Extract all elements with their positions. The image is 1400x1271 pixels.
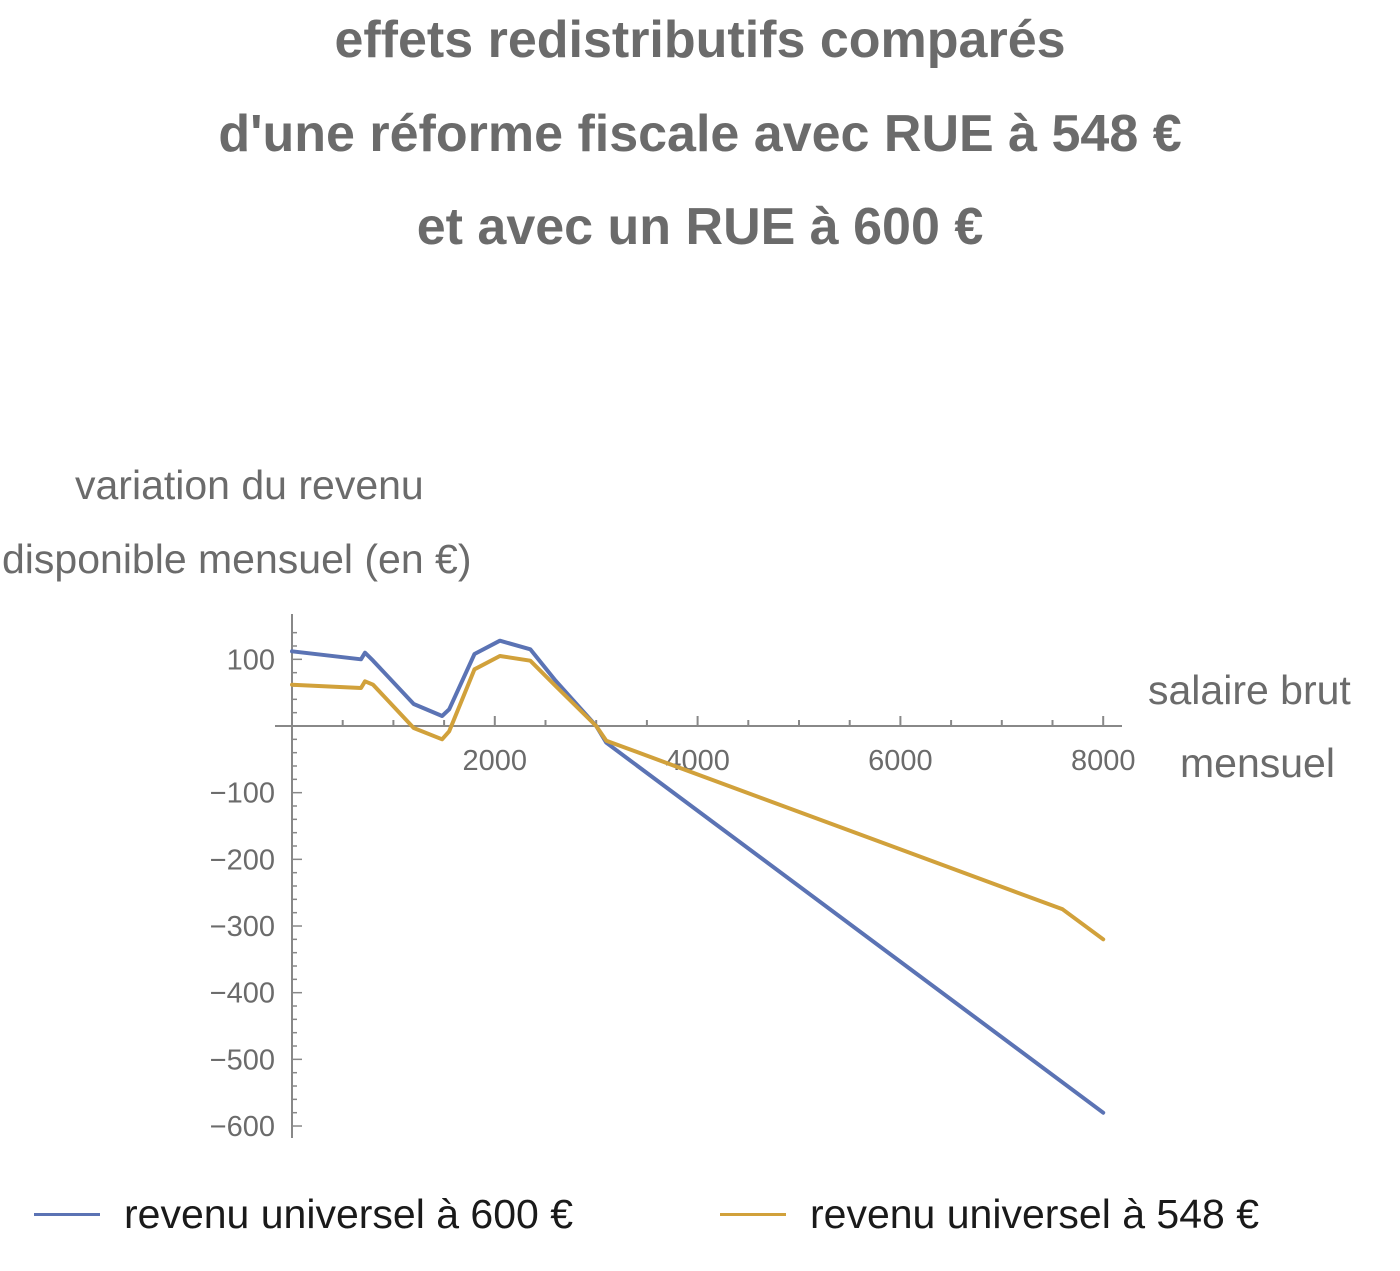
y-tick-label: 100 [227, 644, 275, 676]
chart-title-line-3: et avec un RUE à 600 € [416, 198, 984, 256]
x-tick-label: 2000 [463, 745, 528, 777]
series-line-600 [290, 638, 1106, 1115]
x-axis-label-line-2: mensuel [1180, 740, 1335, 786]
legend-label-600: revenu universel à 600 € [124, 1190, 574, 1237]
y-tick-label: −300 [210, 911, 275, 943]
legend-item-600: revenu universel à 600 € [34, 1188, 573, 1240]
y-tick-label: −200 [210, 844, 275, 876]
y-tick-label: −100 [210, 778, 275, 810]
y-tick-label: −600 [210, 1111, 275, 1143]
chart-title-line-2: d'une réforme fiscale avec RUE à 548 € [218, 105, 1182, 163]
legend-label-548: revenu universel à 548 € [810, 1190, 1260, 1237]
legend-item-548: revenu universel à 548 € [720, 1188, 1259, 1240]
y-axis-label-line-1: variation du revenu [75, 462, 424, 508]
x-tick-label: 8000 [1071, 745, 1136, 777]
x-tick-label: 6000 [868, 745, 933, 777]
y-axis-label-line-2: disponible mensuel (en €) [2, 536, 472, 582]
legend-swatch-600 [34, 1212, 100, 1216]
series-line-548 [290, 654, 1106, 942]
chart-title-line-1: effets redistributifs comparés [334, 11, 1066, 69]
legend-swatch-548 [720, 1212, 786, 1216]
y-tick-label: −500 [210, 1044, 275, 1076]
y-tick-label: −400 [210, 978, 275, 1010]
x-tick-label: 4000 [665, 745, 730, 777]
x-axis-label-line-1: salaire brut [1148, 667, 1351, 713]
